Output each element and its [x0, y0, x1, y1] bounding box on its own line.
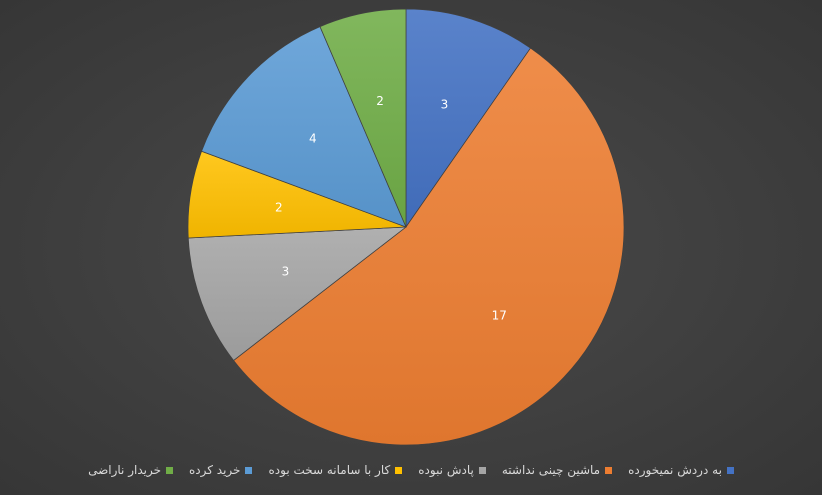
legend-label-2: ماشین چینی نداشته	[501, 463, 601, 477]
pie-chart: 3 17 3 2 4 2	[187, 8, 625, 446]
legend-label-3: پادش نبوده	[418, 463, 474, 477]
data-label-4: 2	[275, 201, 283, 215]
legend-swatch-4	[395, 466, 403, 474]
data-label-5: 4	[309, 131, 317, 145]
pie-slice-5	[201, 26, 407, 228]
data-label-6: 2	[376, 94, 384, 108]
legend-swatch-3	[478, 466, 486, 474]
legend-item-4: کار با سامانه سخت بوده	[268, 463, 403, 477]
pie-slice-2	[233, 47, 625, 446]
legend-item-2: ماشین چینی نداشته	[501, 463, 613, 477]
pie-slice-1	[405, 8, 532, 229]
legend-label-4: کار با سامانه سخت بوده	[268, 463, 391, 477]
legend-label-1: به دردش نمیخورده	[628, 463, 722, 477]
pie-slice-3	[187, 226, 408, 361]
legend-item-6: خریدار ناراضی	[88, 463, 174, 477]
legend-item-3: پادش نبوده	[418, 463, 486, 477]
legend-swatch-6	[166, 466, 174, 474]
legend-item-1: به دردش نمیخورده	[628, 463, 734, 477]
data-label-1: 3	[441, 97, 449, 111]
legend-label-5: خرید کرده	[189, 463, 241, 477]
pie-slice-6	[319, 8, 407, 228]
legend-swatch-1	[726, 466, 734, 474]
legend-swatch-2	[605, 466, 613, 474]
data-label-3: 3	[282, 265, 290, 279]
legend-item-5: خرید کرده	[189, 463, 253, 477]
legend-label-6: خریدار ناراضی	[88, 463, 162, 477]
data-label-2: 17	[492, 309, 507, 323]
legend-swatch-5	[245, 466, 253, 474]
legend: به دردش نمیخورده ماشین چینی نداشته پادش نب…	[0, 463, 822, 477]
